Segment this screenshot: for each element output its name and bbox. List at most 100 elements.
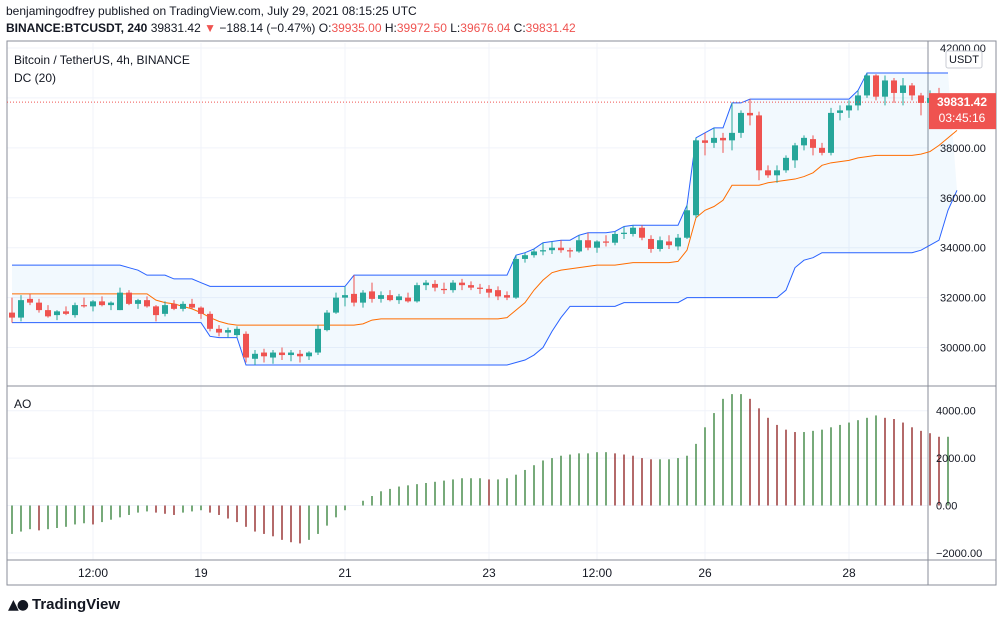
candle xyxy=(675,233,681,251)
candle xyxy=(585,232,591,251)
candle xyxy=(477,283,483,294)
candle xyxy=(144,296,150,308)
price-badge-value: 39831.42 xyxy=(937,95,987,109)
candle xyxy=(288,350,294,362)
candle xyxy=(792,142,798,168)
candle-body xyxy=(819,147,825,153)
candle-body xyxy=(198,307,204,314)
candle xyxy=(558,240,564,253)
candle xyxy=(846,100,852,118)
candle xyxy=(819,142,825,156)
candle-body xyxy=(693,140,699,216)
change-arrow-icon: ▼ xyxy=(204,21,216,35)
candle xyxy=(540,242,546,256)
candle xyxy=(324,310,330,332)
ao-tick-label: 4000.00 xyxy=(936,406,976,418)
price-badge xyxy=(929,93,996,130)
candle xyxy=(828,107,834,156)
candle-body xyxy=(279,352,285,356)
candle xyxy=(684,205,690,239)
candle-body xyxy=(738,112,744,133)
candle-body xyxy=(162,305,168,314)
time-tick-label: 28 xyxy=(842,566,856,580)
close-label: C: xyxy=(513,21,526,35)
candle-body xyxy=(306,352,312,357)
candle xyxy=(387,290,393,302)
candle xyxy=(693,137,699,218)
candle-body xyxy=(657,240,663,249)
candle-body xyxy=(378,295,384,299)
close-value: 39831.42 xyxy=(525,21,576,35)
candle-body xyxy=(801,137,807,146)
candle-body xyxy=(585,240,591,248)
candle xyxy=(702,132,708,156)
candle xyxy=(378,291,384,303)
candle-body xyxy=(720,137,726,141)
candle xyxy=(783,155,789,173)
candle-body xyxy=(18,300,24,318)
candle xyxy=(315,325,321,356)
candle-body xyxy=(396,296,402,301)
candle xyxy=(405,292,411,303)
candle xyxy=(243,331,249,363)
candle xyxy=(432,280,438,292)
candle-body xyxy=(387,295,393,301)
candle xyxy=(18,295,24,322)
candle-body xyxy=(153,306,159,316)
candle-body xyxy=(576,240,582,252)
candle-body xyxy=(81,305,87,307)
candle xyxy=(333,292,339,314)
open-value: 39935.00 xyxy=(331,21,382,35)
candle xyxy=(252,350,258,366)
candle-body xyxy=(513,258,519,298)
candle-body xyxy=(630,227,636,234)
candle-body xyxy=(135,300,141,304)
candle-body xyxy=(270,352,276,358)
candle xyxy=(54,310,60,321)
candle xyxy=(27,293,33,306)
candle xyxy=(279,347,285,361)
indicator-label[interactable]: DC (20) xyxy=(14,71,57,85)
price-tick-label: 30000.00 xyxy=(940,343,986,355)
candle-body xyxy=(324,312,330,331)
candle xyxy=(549,241,555,254)
candle-body xyxy=(63,311,69,314)
candle-body xyxy=(288,352,294,356)
symbol-label: BINANCE:BTCUSDT, 240 xyxy=(6,21,148,35)
candle xyxy=(99,296,105,307)
candle-body xyxy=(504,295,510,298)
ohlc-line: BINANCE:BTCUSDT, 240 39831.42 ▼ −188.14 … xyxy=(6,21,576,35)
candle xyxy=(531,248,537,258)
candle xyxy=(657,236,663,252)
candle-body xyxy=(54,311,60,316)
candle-body xyxy=(873,75,879,97)
candle-body xyxy=(486,288,492,293)
candle xyxy=(909,82,915,101)
candle-body xyxy=(702,140,708,143)
candle xyxy=(594,240,600,253)
candle-body xyxy=(414,285,420,302)
candle xyxy=(72,302,78,318)
candle xyxy=(108,301,114,311)
candle-body xyxy=(783,157,789,171)
candle-body xyxy=(351,293,357,303)
tradingview-brand[interactable]: ▲● TradingView xyxy=(8,596,120,613)
candle xyxy=(63,306,69,316)
ao-tick-label: 2000.00 xyxy=(936,453,976,465)
candle xyxy=(36,298,42,313)
candle xyxy=(801,135,807,151)
ao-label[interactable]: AO xyxy=(14,397,32,411)
candle xyxy=(189,298,195,309)
candle-body xyxy=(810,139,816,148)
chart-title: Bitcoin / TetherUS, 4h, BINANCE xyxy=(14,53,190,67)
dc-upper-line xyxy=(12,72,948,287)
candle xyxy=(270,350,276,364)
candle-body xyxy=(594,241,600,248)
candle xyxy=(414,282,420,303)
candle-body xyxy=(342,295,348,298)
candle xyxy=(882,75,888,106)
candle xyxy=(459,278,465,291)
candle-body xyxy=(558,247,564,251)
candle-body xyxy=(837,110,843,113)
